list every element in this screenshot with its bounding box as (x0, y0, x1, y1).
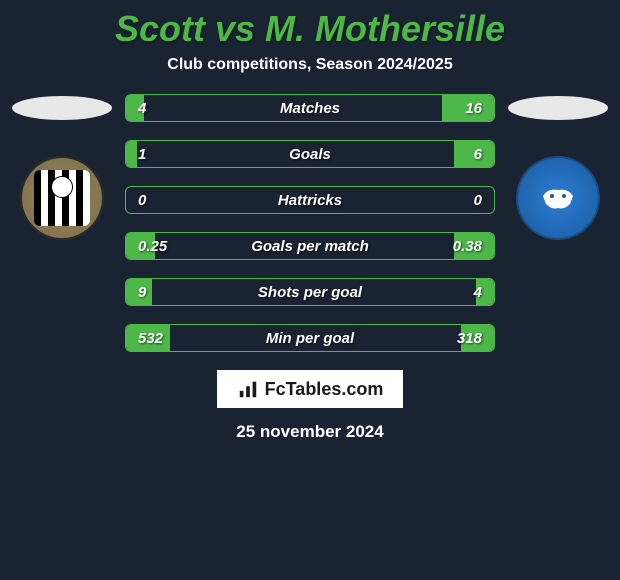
stat-row: 4 Matches 16 (125, 94, 495, 122)
stat-value-right: 0 (474, 192, 482, 209)
stat-row: 0 Hattricks 0 (125, 186, 495, 214)
brand-text: FcTables.com (265, 379, 384, 400)
ball-icon (51, 176, 73, 198)
stat-value-right: 4 (474, 284, 482, 301)
crest-stripes-icon (34, 170, 90, 226)
club-crest-left (20, 156, 104, 240)
stats-column: 4 Matches 16 1 Goals 6 0 Hattricks 0 0.25 Goals pe… (125, 94, 495, 352)
root: Scott vs M. Mothersille Club competition… (0, 0, 620, 580)
stat-label: Hattricks (278, 192, 342, 209)
stat-value-left: 9 (138, 284, 146, 301)
brand-badge: FcTables.com (217, 370, 404, 408)
page-title: Scott vs M. Mothersille (115, 8, 505, 50)
player-photo-placeholder-left (12, 96, 112, 120)
stat-row: 532 Min per goal 318 (125, 324, 495, 352)
stat-value-left: 0 (138, 192, 146, 209)
date-text: 25 november 2024 (236, 422, 383, 442)
comparison-area: 4 Matches 16 1 Goals 6 0 Hattricks 0 0.25 Goals pe… (0, 94, 620, 352)
stat-label: Shots per goal (258, 284, 362, 301)
stat-value-left: 0.25 (138, 238, 167, 255)
chart-icon (237, 378, 259, 400)
stat-fill-left (126, 141, 137, 167)
stat-label: Goals per match (251, 238, 369, 255)
stat-row: 0.25 Goals per match 0.38 (125, 232, 495, 260)
stat-value-right: 6 (474, 146, 482, 163)
stat-row: 9 Shots per goal 4 (125, 278, 495, 306)
player-photo-placeholder-right (508, 96, 608, 120)
stat-row: 1 Goals 6 (125, 140, 495, 168)
stat-value-right: 0.38 (453, 238, 482, 255)
stat-label: Goals (289, 146, 331, 163)
page-subtitle: Club competitions, Season 2024/2025 (167, 56, 452, 74)
stat-value-right: 318 (457, 330, 482, 347)
stat-value-left: 532 (138, 330, 163, 347)
club-crest-right (516, 156, 600, 240)
stat-value-right: 16 (465, 100, 482, 117)
crest-animal-icon (538, 182, 578, 214)
stat-label: Min per goal (266, 330, 354, 347)
stat-value-left: 4 (138, 100, 146, 117)
left-player-col (7, 94, 117, 240)
right-player-col (503, 94, 613, 240)
stat-label: Matches (280, 100, 340, 117)
stat-value-left: 1 (138, 146, 146, 163)
